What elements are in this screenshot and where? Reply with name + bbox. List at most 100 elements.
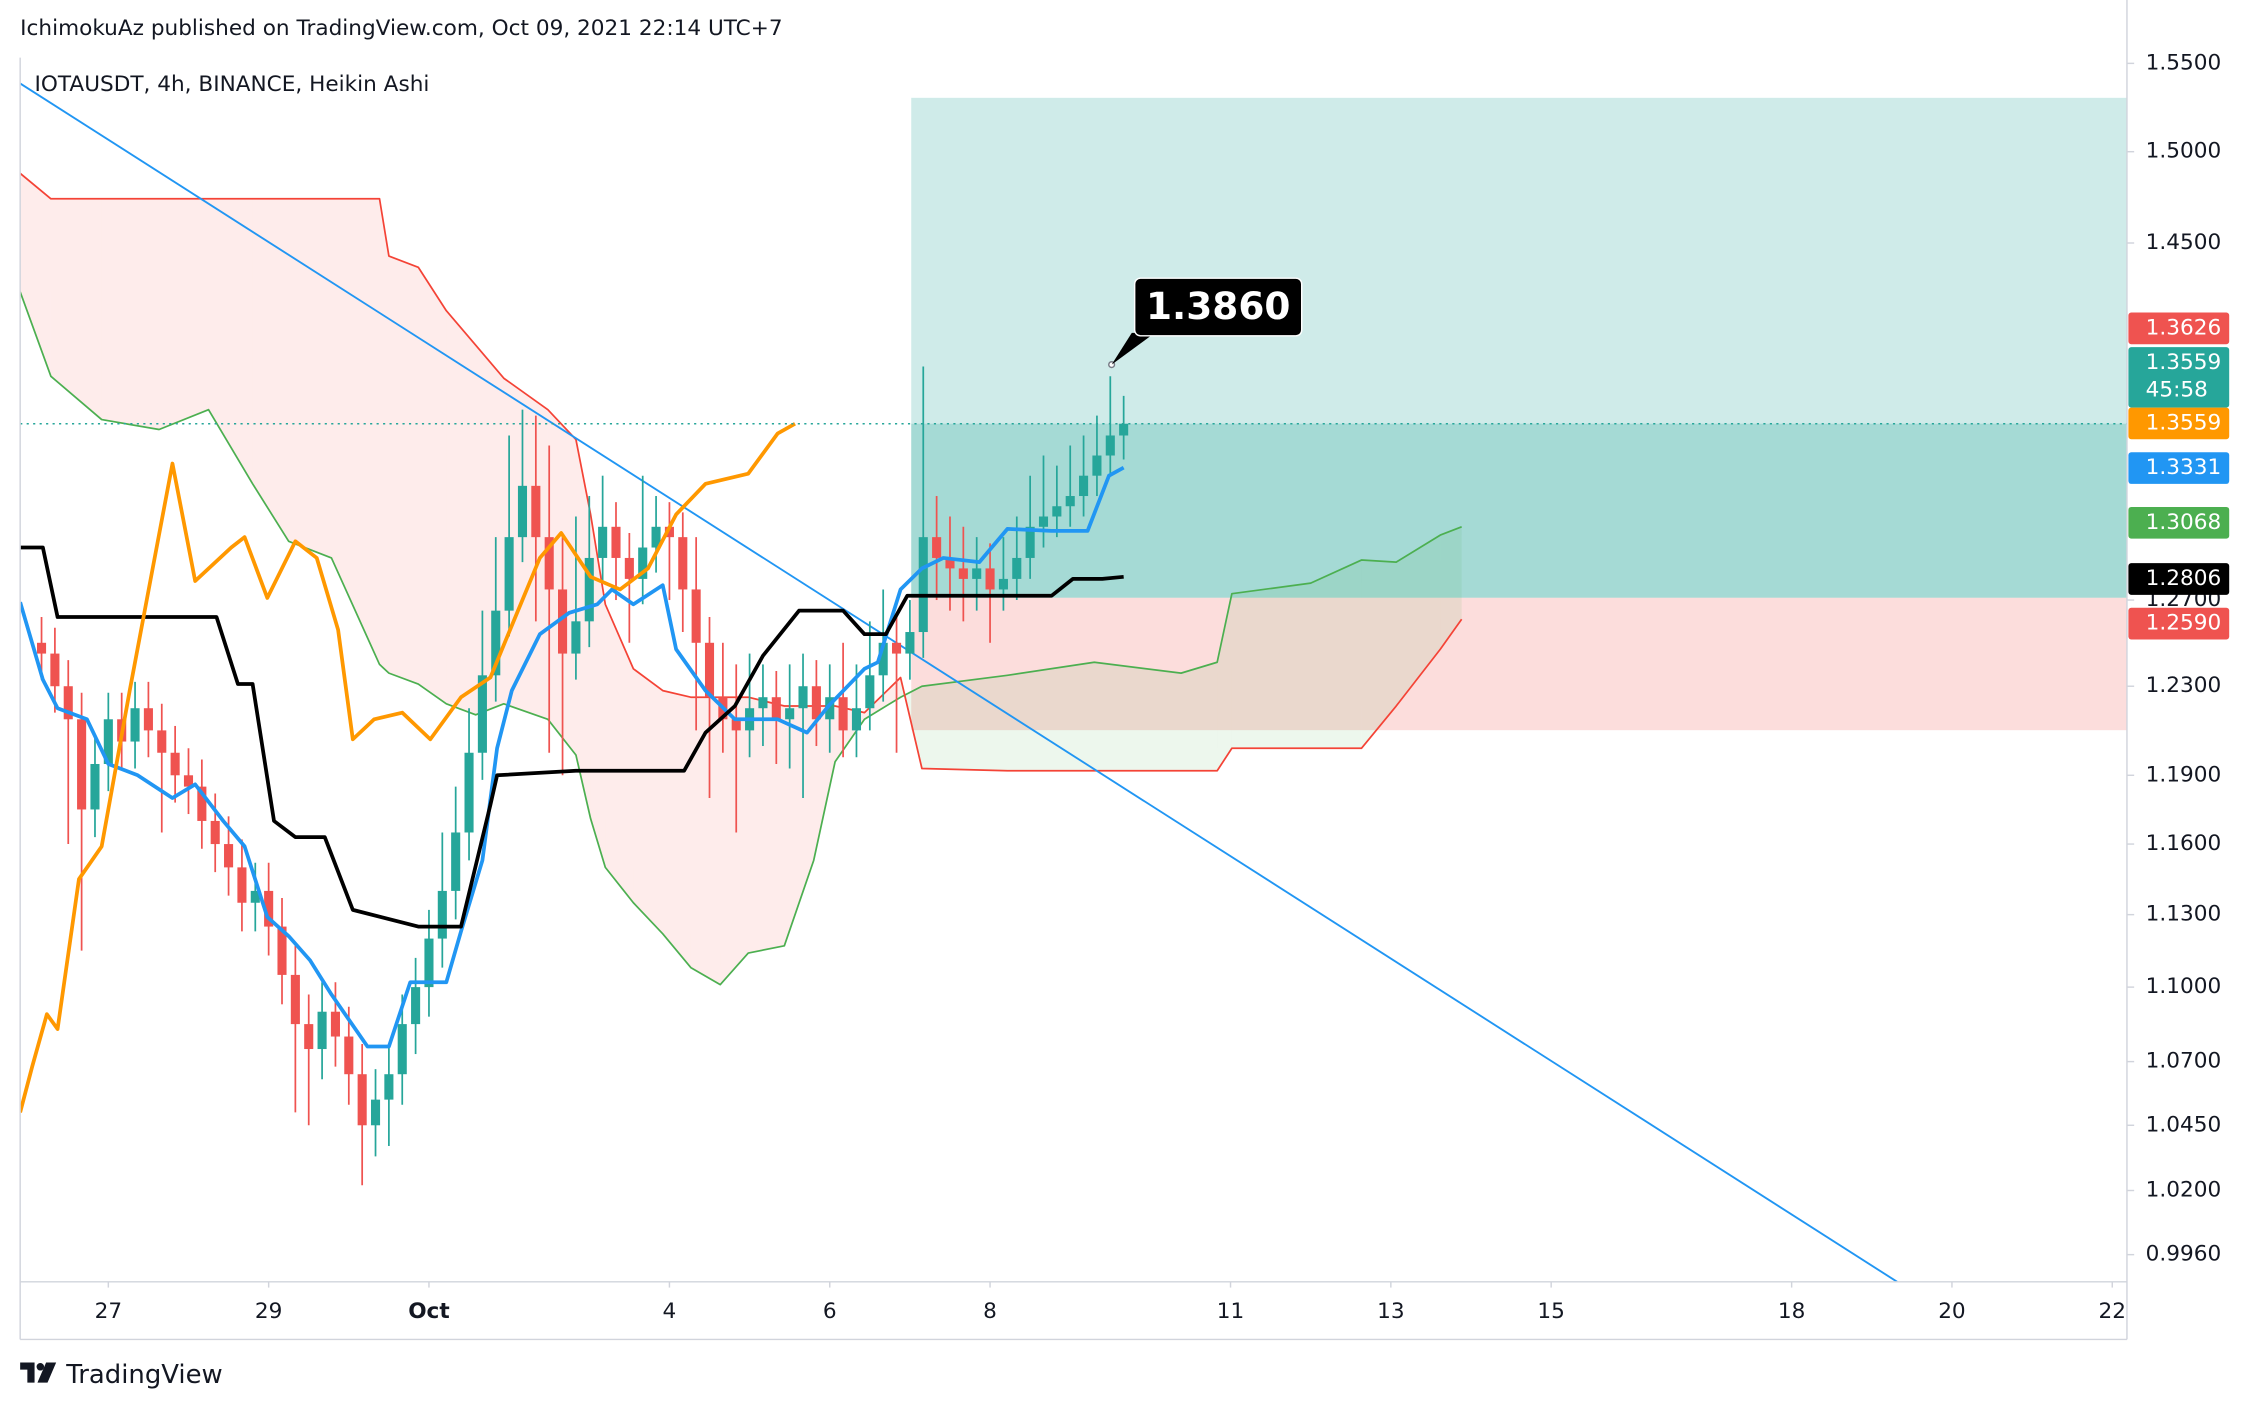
candle-body [624,557,634,579]
candle-body [477,675,487,753]
footer-brand: TradingView [65,1360,223,1390]
cloud-fill [1217,593,1232,771]
candle-body [491,610,501,676]
plot-area [20,82,2127,1282]
x-tick-label: 29 [255,1299,282,1324]
candle-body [678,537,688,590]
candle-body [330,1011,340,1037]
cloud-fill [1361,560,1397,749]
candle-body [317,1011,327,1050]
cloud-fill [159,198,209,430]
candle-body [932,537,942,558]
candle-body [878,642,888,676]
y-tick-label: 1.4500 [2146,230,2222,255]
candle-body [892,642,902,654]
y-tick-label: 1.1300 [2146,902,2222,927]
candle-body [517,485,528,538]
candle-body [664,526,674,538]
candle-body [344,1036,354,1075]
price-badge [2128,563,2230,595]
cloud-fill [605,604,634,903]
candle-body [571,621,581,654]
candle-body [958,568,968,579]
logo-mark [37,1362,57,1383]
candle-body [758,697,768,709]
candle-body [1025,526,1035,558]
cloud-fill [921,675,1008,771]
x-tick-label: 6 [823,1299,837,1324]
candle-body [304,1024,314,1050]
candle-body [838,697,848,731]
candle-body [36,642,47,654]
candle-body [437,890,447,939]
y-tick-label: 1.1600 [2146,831,2222,856]
x-tick-label: 18 [1778,1299,1805,1324]
candle-body [504,537,514,611]
candle-body [1065,496,1075,507]
candle-body [771,697,781,720]
x-tick-label: 27 [95,1299,122,1324]
y-tick-label: 0.9960 [2146,1242,2222,1267]
indicator-line [20,545,1124,929]
candle-body [197,786,207,821]
candle-body [1092,455,1102,476]
candle-body [691,589,701,643]
y-tick-label: 1.0200 [2146,1178,2222,1203]
cloud-fill [575,439,591,819]
profit-zone [911,97,2127,598]
candle-body [651,526,661,548]
candle-body [424,938,434,988]
candle-body [411,987,421,1025]
cloud-fill [720,697,749,985]
candle-body [811,686,821,720]
trendline [20,82,1898,1282]
candle-body [985,568,995,590]
x-tick-label: Oct [408,1299,449,1324]
price-badge [2128,506,2230,539]
price-badge-label: 1.3559 [2146,350,2222,375]
price-badge [2128,347,2230,408]
candle-body [210,820,220,845]
cloud-fill [748,697,785,954]
candle-body [157,730,167,753]
candle-body [357,1074,367,1126]
candle-body [1119,423,1129,436]
candle-body [972,568,982,579]
candle-body [558,589,568,654]
x-tick-label: 11 [1217,1299,1244,1324]
cloud-fill [418,267,447,704]
cloud-fill [662,690,691,968]
price-badge-label: 1.3331 [2146,455,2222,480]
candle-body [825,697,835,720]
candle-body [277,926,287,975]
candle-body [90,763,100,810]
candle-body [224,844,234,868]
cloud-fill [1440,526,1462,650]
candle-body [464,752,474,833]
price-badge-label: 1.2590 [2146,611,2222,636]
candle-body [798,686,808,709]
cloud-fill [252,198,289,542]
y-tick-label: 1.2300 [2146,673,2222,698]
cloud-fill [101,198,160,430]
cloud-fill [784,706,814,946]
cloud-fill [50,198,102,420]
candle-body [945,557,955,569]
candle-body [785,708,795,720]
y-tick-label: 1.1000 [2146,974,2222,999]
candle-body [264,890,274,927]
callout-label: 1.3860 [1146,284,1290,328]
price-badge-label: 1.2806 [2146,566,2222,591]
y-tick-label: 1.0450 [2146,1112,2222,1137]
candle-body [63,686,73,720]
y-tick-label: 1.5500 [2146,50,2222,75]
price-badge [2128,607,2230,640]
indicator-line [20,465,1125,1049]
candle-body [731,719,741,731]
cloud-fill [1181,662,1218,771]
candle-body [531,485,541,538]
candle-body [918,537,928,633]
indicator-line [20,422,796,1113]
price-badge [2128,312,2230,345]
